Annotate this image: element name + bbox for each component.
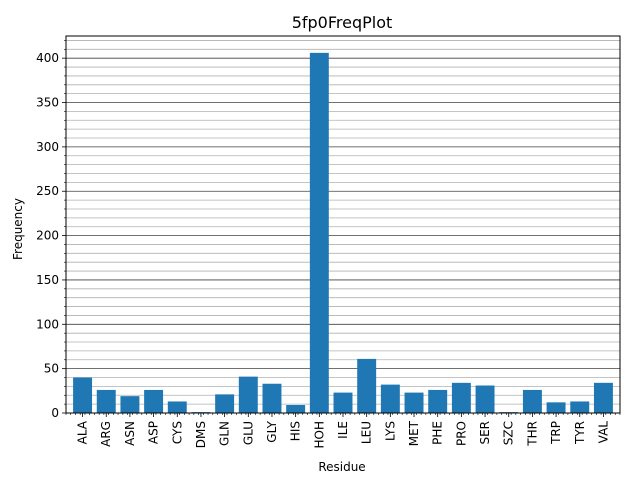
bar-ser bbox=[475, 385, 495, 413]
bar-ile bbox=[333, 392, 353, 413]
x-tick-label: DMS bbox=[194, 421, 208, 448]
x-tick-label: ASP bbox=[147, 421, 161, 444]
x-tick-label: SZC bbox=[502, 421, 516, 445]
y-tick-label: 300 bbox=[36, 140, 59, 154]
x-tick-label: ASN bbox=[123, 421, 137, 446]
y-tick-label: 100 bbox=[36, 317, 59, 331]
y-axis-ticks: 0 50 100 150 200 250 300 350 400 bbox=[36, 40, 66, 420]
bar-phe bbox=[428, 389, 448, 413]
bar-gln bbox=[215, 394, 235, 413]
plot-frame bbox=[65, 35, 621, 414]
x-tick-label: PHE bbox=[431, 421, 445, 445]
bar-ala bbox=[73, 377, 93, 413]
x-tick-label: CYS bbox=[170, 421, 184, 444]
x-tick-label: THR bbox=[525, 421, 539, 447]
x-tick-label: GLY bbox=[265, 420, 279, 442]
bar-asp bbox=[144, 389, 164, 413]
x-tick-label: TYR bbox=[573, 421, 587, 445]
y-tick-label: 0 bbox=[51, 406, 59, 420]
x-axis-label: Residue bbox=[318, 460, 365, 474]
x-tick-label: ARG bbox=[99, 421, 113, 447]
x-tick-label: HOH bbox=[312, 421, 326, 449]
x-tick-label: GLN bbox=[218, 421, 232, 446]
y-tick-label: 150 bbox=[36, 273, 59, 287]
bar-trp bbox=[546, 402, 566, 413]
bar-his bbox=[286, 405, 306, 413]
x-tick-label: TRP bbox=[549, 421, 563, 445]
bar-glu bbox=[238, 376, 258, 413]
x-tick-label: LEU bbox=[360, 421, 374, 444]
bar-val bbox=[593, 382, 613, 413]
bar-gly bbox=[262, 383, 282, 413]
y-tick-label: 50 bbox=[44, 362, 59, 376]
x-tick-label: HIS bbox=[289, 421, 303, 441]
bar-hoh bbox=[309, 52, 329, 413]
x-tick-label: MET bbox=[407, 420, 421, 446]
chart-title: 5fp0FreqPlot bbox=[292, 13, 393, 32]
bar-thr bbox=[522, 389, 542, 413]
x-tick-label: ALA bbox=[76, 420, 90, 444]
y-tick-label: 200 bbox=[36, 229, 59, 243]
grid-lines bbox=[66, 40, 620, 405]
axes bbox=[65, 35, 621, 414]
bar-met bbox=[404, 392, 424, 413]
x-axis-ticks: ALA ARG ASN ASP CYS DMS GLN GLU GLY HIS HOH ILE LEU L… bbox=[65, 413, 621, 449]
bar-tyr bbox=[570, 401, 590, 413]
x-tick-label: SER bbox=[478, 421, 492, 445]
bar-arg bbox=[96, 389, 116, 413]
x-tick-label: LYS bbox=[383, 421, 397, 441]
y-tick-label: 350 bbox=[36, 96, 59, 110]
x-tick-label: PRO bbox=[454, 421, 468, 446]
bar-lys bbox=[380, 384, 400, 413]
x-tick-label: VAL bbox=[596, 421, 610, 444]
y-tick-label: 250 bbox=[36, 184, 59, 198]
bar-pro bbox=[451, 382, 471, 413]
x-tick-label: ILE bbox=[336, 421, 350, 439]
y-tick-label: 400 bbox=[36, 51, 59, 65]
bars bbox=[73, 52, 613, 413]
y-axis-label: Frequency bbox=[11, 198, 25, 260]
x-tick-label: GLU bbox=[241, 421, 255, 445]
bar-asn bbox=[120, 396, 140, 413]
bar-leu bbox=[357, 358, 377, 413]
bar-cys bbox=[167, 401, 187, 413]
